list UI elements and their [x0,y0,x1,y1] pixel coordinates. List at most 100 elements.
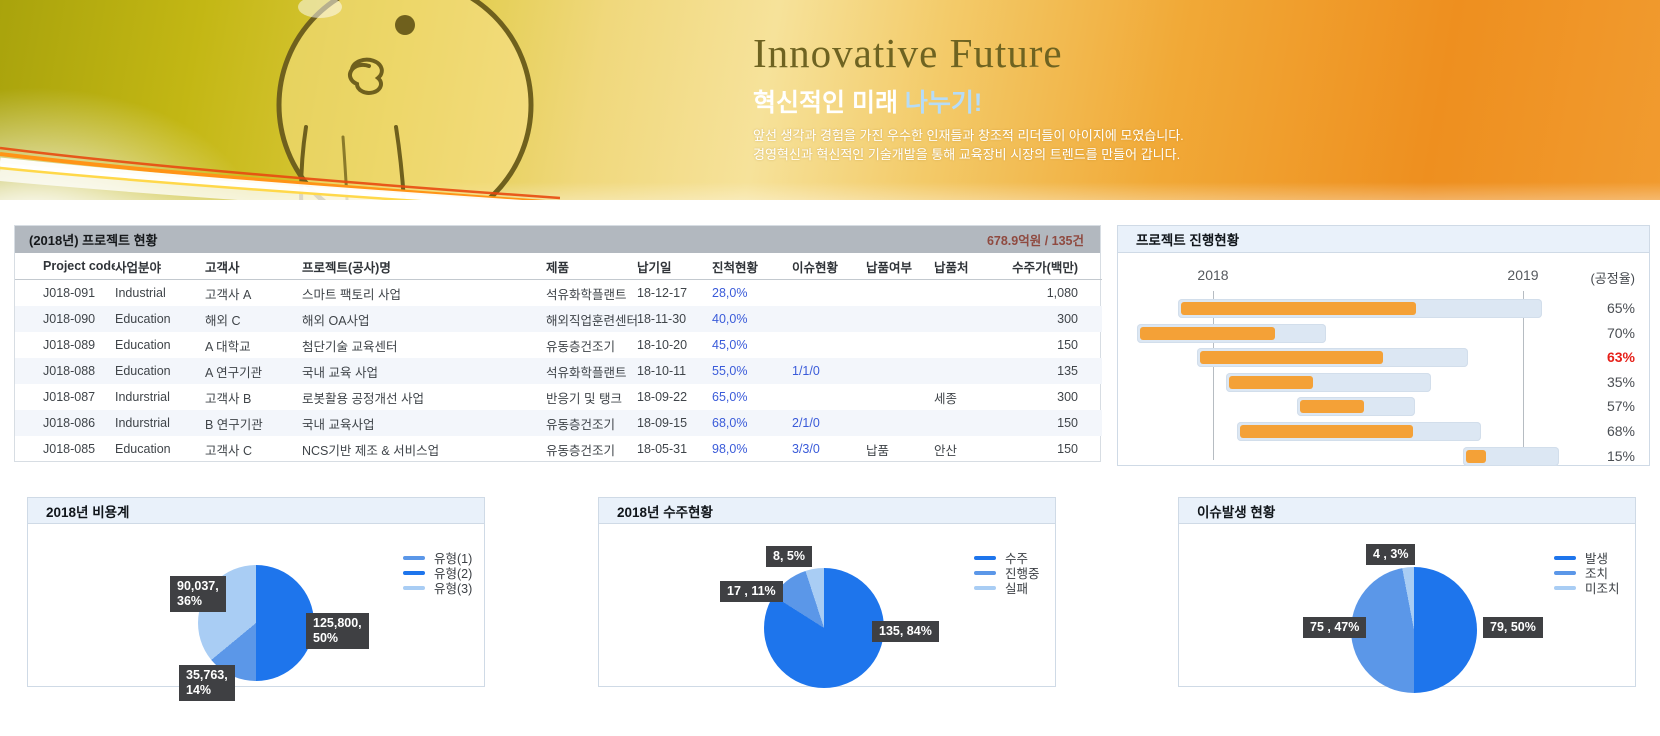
table-cell: 납품 [866,443,890,458]
legend-swatch [1554,585,1576,590]
project-status-summary: 678.9억원 / 135건 [986,234,1084,248]
table-cell [934,332,1006,358]
gantt-chart: 2018 2019 (공정율) 65% 70% 63% 35% 57% 68% 15% [1118,253,1649,466]
table-cell: 해외직업훈련센터 [546,313,637,328]
table-cell: 18-12-17 [637,286,688,300]
pie-data-label: 17 , 11% [720,581,783,602]
table-cell: 해외 C [205,313,241,328]
table-cell: 55,0% [712,364,748,378]
hero-banner: Innovative Future 혁신적인 미래 나누기! 앞선 생각과 경험… [0,0,1660,200]
gantt-bar-track [1178,299,1542,318]
progress-rate-label: 63% [1606,349,1635,365]
banner-subtitle: 혁신적인 미래 나누기! [753,89,1184,117]
table-cell: 해외 OA사업 [302,313,370,328]
pie-legend: 발생 조치 미조치 [1554,550,1620,596]
table-cell: 18-10-11 [637,364,687,378]
table-cell: 안산 [934,443,958,458]
table-cell [792,332,866,358]
pie-order-pie [764,568,884,688]
light-bulb-illustration [276,0,534,200]
pie-legend: 수주 진행중 실패 [974,550,1040,596]
table-cell: Indurstrial [115,390,170,404]
table-row: J018-088 Education A 연구기관 국내 교육 사업 석유화학플랜트 18… [15,358,1102,384]
table-cell: Education [115,338,171,352]
table-cell [934,410,1006,436]
table-cell: J018-085 [43,442,96,456]
table-cell: 68,0% [712,416,748,430]
legend-label: 발생 [1585,552,1609,566]
panel-order-pie: 2018년 수주현황 135, 84% 17 , 11% 8, 5% 수주 진행중 실패 [598,497,1056,688]
column-header: 사업분야 [115,253,205,280]
legend-label: 실패 [1005,582,1029,596]
table-cell: 국내 교육 사업 [302,365,378,380]
table-cell: 40,0% [712,312,748,326]
table-cell: Indurstrial [115,416,170,430]
table-cell: A 대학교 [205,339,251,354]
gantt-bar-track [1197,348,1468,367]
pie-legend: 유형(1) 유형(2) 유형(3) [403,550,473,596]
unit-label: (공정율) [1590,271,1635,286]
table-header-row: Project code 사업분야 고객사 프로젝트(공사)명 제품 납기일 진척현황 이슈현… [15,253,1102,280]
table-cell: 반응기 및 탱크 [546,391,622,406]
table-row: J018-085 Education 고객사 C NCS기반 제조 & 서비스업 유동층… [15,436,1102,462]
table-cell [934,358,1006,384]
progress-rate-label: 65% [1606,300,1635,316]
gantt-bar-fill [1181,302,1416,315]
project-progress-panel: 프로젝트 진행현황 2018 2019 (공정율) 65% 70% 63% 35% 57% 68… [1117,225,1650,466]
table-cell: J018-091 [43,286,96,300]
table-cell [866,410,934,436]
gantt-bar-fill [1240,425,1413,438]
progress-rate-label: 35% [1606,374,1635,390]
table-cell: 고객사 C [205,443,253,458]
table-row: J018-087 Indurstrial 고객사 B 로봇활용 공정개선 사업 반응기 … [15,384,1102,410]
table-cell [792,384,866,410]
legend-item: 진행중 [974,565,1040,581]
legend-item: 발생 [1554,550,1620,566]
table-cell: A 연구기관 [205,365,263,380]
table-cell: 150 [1057,442,1078,456]
column-header: 수주가(백만) [1006,253,1102,280]
year-gridline [1523,291,1524,460]
table-cell: 150 [1057,416,1078,430]
table-cell: J018-087 [43,390,96,404]
table-cell: 석유화학플랜트 [546,365,627,380]
table-row: J018-091 Industrial 고객사 A 스마트 팩토리 사업 석유화학플랜트… [15,280,1102,307]
table-cell [934,306,1006,332]
banner-subtitle-main: 혁신적인 미래 [753,89,898,117]
pie-chart-area: 135, 84% 17 , 11% 8, 5% 수주 진행중 실패 [599,524,1055,688]
table-cell: 150 [1057,338,1078,352]
legend-item: 수주 [974,550,1040,566]
table-row: J018-090 Education 해외 C 해외 OA사업 해외직업훈련센터 18-1… [15,306,1102,332]
table-row: J018-086 Indurstrial B 연구기관 국내 교육사업 유동층건조기 18… [15,410,1102,436]
legend-label: 조치 [1585,567,1609,581]
table-cell [792,280,866,307]
gantt-bar-fill [1300,400,1364,413]
pie-panel-title: 2018년 비용계 [28,498,484,524]
banner-subtitle-accent: 나누기! [904,89,983,117]
table-cell [792,306,866,332]
legend-item: 조치 [1554,565,1620,581]
table-cell: 2/1/0 [792,416,820,430]
panel-issue-pie: 이슈발생 현황 79, 50% 75 , 47% 4 , 3% 발생 조치 미조치 [1178,497,1636,693]
legend-label: 진행중 [1005,567,1040,581]
legend-swatch [974,570,996,575]
legend-swatch [403,570,425,575]
legend-label: 유형(1) [434,552,473,566]
legend-swatch [974,585,996,590]
table-cell: J018-088 [43,364,96,378]
legend-item: 유형(3) [403,580,473,596]
legend-swatch [1554,570,1576,575]
banner-title: Innovative Future [753,30,1063,76]
legend-label: 유형(3) [434,582,473,596]
gantt-bar-fill [1466,450,1486,463]
year-label: 2018 [1197,267,1229,283]
pie-data-label: 125,800, 50% [306,613,369,649]
table-cell: 고객사 A [205,287,252,302]
table-cell: Industrial [115,286,166,300]
legend-swatch [1554,555,1576,560]
table-cell: 고객사 B [205,391,252,406]
legend-swatch [974,555,996,560]
progress-rate-label: 70% [1606,325,1635,341]
pie-panel-title: 이슈발생 현황 [1179,498,1635,524]
table-cell: Education [115,312,171,326]
